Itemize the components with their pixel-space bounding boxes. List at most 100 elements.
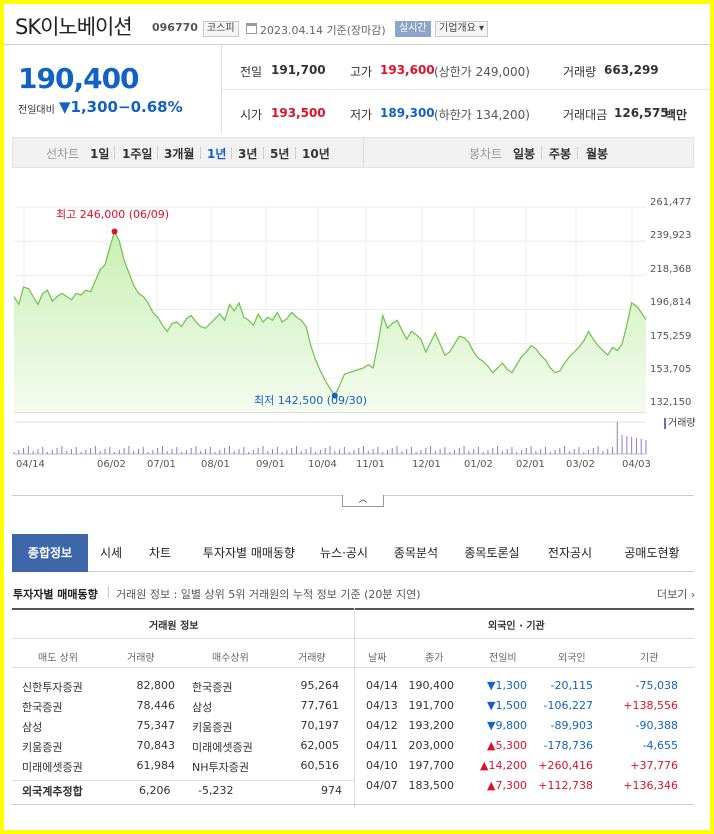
open-price: 193,500 <box>271 106 326 120</box>
tab-period-10y[interactable]: 10년 <box>302 147 330 161</box>
table-bottom-line <box>12 804 694 805</box>
tab-investor[interactable]: 투자자별 매매동향 <box>202 546 296 560</box>
foreign-cell: +136,346 <box>623 779 678 792</box>
foreign-cell: 193,200 <box>408 719 455 732</box>
calendar-icon <box>246 23 257 34</box>
col-date: 날짜 <box>368 653 387 664</box>
prev-close: 191,700 <box>271 63 326 77</box>
amount-label: 거래대금 <box>563 108 608 122</box>
y-tick: 239,923 <box>650 230 692 241</box>
tab-period-3y[interactable]: 3년 <box>238 147 258 161</box>
tab-summary[interactable]: 종합정보 <box>12 534 88 572</box>
tab-period-1w[interactable]: 1주일 <box>122 147 153 161</box>
foreign-sum-diff: -5,232 <box>198 784 234 797</box>
foreign-cell: -90,388 <box>635 719 678 732</box>
foreign-cell: -106,227 <box>543 699 593 712</box>
y-tick: 218,368 <box>650 264 692 275</box>
foreign-cell: ▲5,300 <box>487 739 527 752</box>
title-separator <box>108 586 109 598</box>
foreign-cell: -20,115 <box>550 679 593 692</box>
y-tick: 196,814 <box>650 297 692 308</box>
volume-label: 거래량 <box>563 65 597 79</box>
price-change-pct: −0.68% <box>118 98 183 116</box>
col-change: 전일비 <box>489 653 517 664</box>
tab-short-selling[interactable]: 공매도현황 <box>624 546 680 560</box>
tab-price[interactable]: 시세 <box>99 546 123 560</box>
foreign-cell: ▼9,800 <box>487 719 527 732</box>
broker-cell[interactable]: 신한투자증권 <box>22 681 83 694</box>
tab-period-3m[interactable]: 3개월 <box>164 147 195 161</box>
broker-cell[interactable]: NH투자증권 <box>192 761 249 774</box>
x-tick: 08/01 <box>201 459 230 470</box>
price-chart[interactable] <box>4 184 710 484</box>
foreign-cell: ▲14,200 <box>480 759 527 772</box>
col-buy-top: 매수상위 <box>212 653 249 664</box>
y-tick: 132,150 <box>650 397 692 408</box>
tab-period-1d[interactable]: 1일 <box>90 147 110 161</box>
col-line <box>12 667 694 668</box>
broker-cell[interactable]: 삼성 <box>192 701 213 714</box>
foreign-sum-sell: 6,206 <box>139 784 171 797</box>
broker-cell[interactable]: 미래에셋증권 <box>22 761 83 774</box>
collapse-toggle-icon[interactable]: ︿ <box>342 495 384 507</box>
broker-cell[interactable]: 한국증권 <box>22 701 63 714</box>
broker-cell[interactable]: 키움증권 <box>192 721 233 734</box>
foreign-inst-head: 외국인 · 기관 <box>488 621 545 632</box>
tab-period-5y[interactable]: 5년 <box>270 147 290 161</box>
foreign-cell: 197,700 <box>408 759 455 772</box>
foreign-cell: ▼1,300 <box>487 679 527 692</box>
foreign-cell: -178,736 <box>543 739 593 752</box>
price-line <box>13 229 647 397</box>
tab-analysis[interactable]: 종목분석 <box>393 546 439 560</box>
head-line <box>12 638 694 639</box>
page-frame: SK이노베이션 096770 코스피 2023.04.14 기준(장마감) 실시… <box>4 4 710 830</box>
tab-underline <box>12 571 694 572</box>
tab-news[interactable]: 뉴스·공시 <box>320 546 368 560</box>
x-tick: 02/01 <box>516 459 545 470</box>
broker-head: 거래원 정보 <box>149 621 199 632</box>
tab-disclosure[interactable]: 전자공시 <box>547 546 593 560</box>
volume: 663,299 <box>604 63 659 77</box>
foreign-cell: -89,903 <box>550 719 593 732</box>
broker-cell: 70,843 <box>136 739 176 752</box>
tab-candle-week[interactable]: 주봉 <box>549 147 572 161</box>
col-institution: 기관 <box>640 653 659 664</box>
max-price-label: 최고 246,000 (06/09) <box>56 208 170 221</box>
low-label: 저가 <box>350 108 373 122</box>
tab-period-1y[interactable]: 1년 <box>207 147 227 161</box>
foreign-cell: 04/07 <box>366 779 398 792</box>
tab-candle-day[interactable]: 일봉 <box>513 147 536 161</box>
tab-candle-month[interactable]: 월봉 <box>586 147 609 161</box>
foreign-cell: 04/13 <box>366 699 398 712</box>
min-marker <box>331 392 338 399</box>
more-link[interactable]: 더보기 › <box>657 588 696 601</box>
x-tick: 09/01 <box>256 459 285 470</box>
broker-cell[interactable]: 삼성 <box>22 721 43 734</box>
stock-code: 096770 <box>152 21 198 34</box>
broker-cell[interactable]: 한국증권 <box>192 681 233 694</box>
foreign-sum-label: 외국계추정합 <box>22 785 83 798</box>
high-price: 193,600 <box>380 63 435 77</box>
stock-name: SK이노베이션 <box>15 15 133 39</box>
amount-unit: 백만 <box>665 108 688 122</box>
foreign-cell: +138,556 <box>623 699 678 712</box>
foreign-cell: +260,416 <box>538 759 593 772</box>
foreign-cell: -75,038 <box>635 679 678 692</box>
high-label: 고가 <box>350 65 373 79</box>
y-tick: 175,259 <box>650 331 692 342</box>
foreign-cell: 04/14 <box>366 679 398 692</box>
max-marker <box>111 228 118 235</box>
company-overview-button[interactable]: 기업개요 ▾ <box>435 21 488 37</box>
broker-cell[interactable]: 미래에셋증권 <box>192 741 253 754</box>
broker-cell: 95,264 <box>300 679 340 692</box>
tab-chart[interactable]: 차트 <box>148 546 172 560</box>
tab-discussion[interactable]: 종목토론실 <box>464 546 520 560</box>
col-buy-vol: 거래량 <box>298 653 326 664</box>
broker-cell: 60,516 <box>300 759 340 772</box>
foreign-cell: +112,738 <box>538 779 593 792</box>
price-change: ▼1,300 <box>59 98 118 116</box>
x-tick: 03/02 <box>566 459 595 470</box>
realtime-button[interactable]: 실시간 <box>395 21 431 37</box>
market-badge: 코스피 <box>203 21 239 37</box>
broker-cell[interactable]: 키움증권 <box>22 741 63 754</box>
